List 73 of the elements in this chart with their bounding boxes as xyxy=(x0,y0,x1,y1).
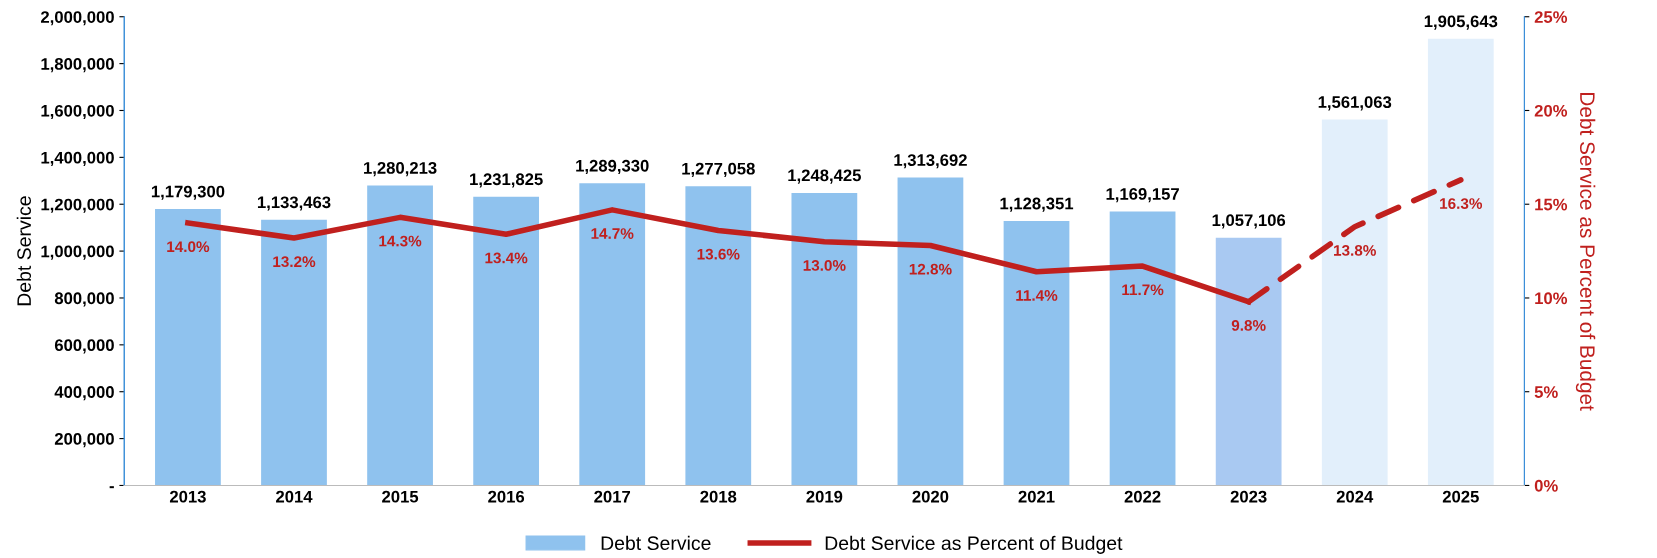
data-label: 1,128,351 xyxy=(1000,197,1074,212)
x-tick-label: 2022 xyxy=(1124,490,1161,503)
x-tick-label: 2023 xyxy=(1230,490,1267,503)
data-label: 1,169,157 xyxy=(1106,188,1179,203)
data-label: 12.8% xyxy=(909,263,952,275)
data-label: 9.8% xyxy=(1231,320,1266,331)
bar xyxy=(1427,38,1494,486)
data-label: 1,277,058 xyxy=(682,162,755,177)
y-tick-label: - xyxy=(109,486,114,489)
data-label: 1,179,300 xyxy=(151,185,225,200)
bar xyxy=(579,183,646,486)
data-label: 14.3% xyxy=(379,235,422,247)
x-tick-label: 2017 xyxy=(594,490,631,503)
y-axis-title: Debt Service xyxy=(16,196,32,306)
data-label: 11.7% xyxy=(1122,284,1164,296)
data-label: 13.8% xyxy=(1334,245,1376,256)
y-tick-label: 1,200,000 xyxy=(41,198,114,213)
data-label: 1,231,825 xyxy=(470,173,543,188)
bar xyxy=(1109,211,1176,486)
y-tick-label: 1,600,000 xyxy=(41,104,114,120)
bar xyxy=(473,196,540,486)
legend-label: Debt Service xyxy=(601,535,711,551)
y2-tick-label: 20% xyxy=(1534,104,1568,117)
x-tick-label: 2021 xyxy=(1018,490,1055,503)
data-label: 14.0% xyxy=(167,241,210,253)
data-label: 13.2% xyxy=(273,256,316,268)
data-label: 1,313,692 xyxy=(894,154,967,169)
data-label: 13.4% xyxy=(485,252,528,264)
x-tick-label: 2013 xyxy=(169,490,206,503)
data-label: 1,561,063 xyxy=(1318,96,1392,111)
bar xyxy=(155,209,221,486)
x-tick-label: 2024 xyxy=(1336,490,1374,503)
x-tick-label: 2019 xyxy=(806,490,843,503)
bar xyxy=(367,185,433,486)
data-label: 1,057,106 xyxy=(1212,214,1286,229)
data-label: 1,280,213 xyxy=(364,162,437,177)
bar xyxy=(1321,119,1388,486)
y2-tick-label: 5% xyxy=(1534,386,1558,398)
y-tick-label: 1,800,000 xyxy=(41,58,114,73)
bar xyxy=(791,192,858,486)
y-tick-label: 800,000 xyxy=(54,292,114,307)
y2-tick-label: 25% xyxy=(1534,11,1568,23)
y-tick-label: 200,000 xyxy=(54,432,114,448)
y2-tick-label: 15% xyxy=(1535,198,1568,211)
data-label: 1,905,643 xyxy=(1424,15,1498,30)
bar xyxy=(685,186,752,486)
y2-tick-label: 0% xyxy=(1534,479,1558,492)
bar xyxy=(1215,237,1282,486)
x-tick-label: 2018 xyxy=(700,490,737,503)
data-label: 1,248,425 xyxy=(788,169,861,184)
data-label: 13.6% xyxy=(697,248,740,260)
bar xyxy=(897,177,964,486)
y-tick-label: 600,000 xyxy=(54,339,114,354)
y-tick-label: 1,400,000 xyxy=(41,151,114,166)
y-tick-label: 2,000,000 xyxy=(40,11,114,26)
y2-tick-label: 10% xyxy=(1535,292,1568,305)
data-label: 13.0% xyxy=(803,260,846,271)
bar xyxy=(261,219,327,486)
data-label: 14.7% xyxy=(591,228,634,239)
legend-label: Debt Service as Percent of Budget xyxy=(825,535,1123,554)
y2-axis-title: Debt Service as Percent of Budget xyxy=(1575,93,1596,411)
x-tick-label: 2014 xyxy=(276,490,313,503)
data-label: 1,133,463 xyxy=(257,196,331,211)
y-tick-label: 1,000,000 xyxy=(41,245,114,260)
y-tick-label: 400,000 xyxy=(54,386,114,401)
x-tick-label: 2020 xyxy=(912,490,949,503)
data-label: 16.3% xyxy=(1440,198,1483,209)
x-tick-label: 2015 xyxy=(382,490,419,503)
bar xyxy=(1003,221,1070,486)
data-label: 11.4% xyxy=(1016,290,1058,301)
data-label: 1,289,330 xyxy=(576,159,649,175)
x-tick-label: 2016 xyxy=(488,490,525,503)
x-tick-label: 2025 xyxy=(1442,490,1479,503)
